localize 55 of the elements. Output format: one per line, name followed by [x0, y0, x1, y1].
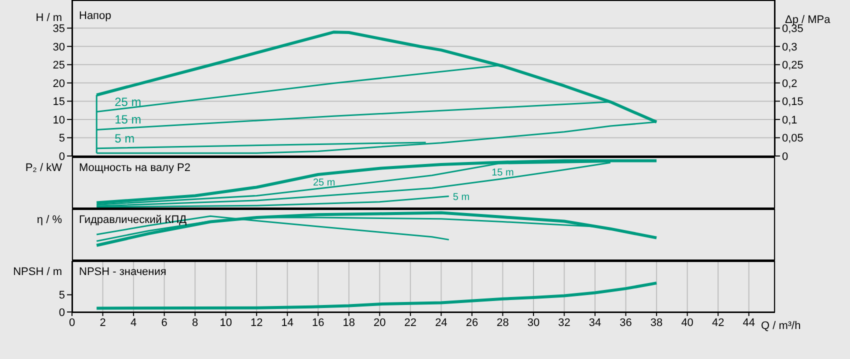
x-axis-title: Q / m³/h: [761, 320, 801, 332]
y2-tick-label: 0,1: [782, 114, 798, 126]
y-tick-label: 10: [52, 114, 65, 126]
x-tick-label: 0: [68, 316, 76, 329]
y-tick-label: 25: [52, 60, 65, 72]
y-tick-label: 20: [52, 78, 65, 90]
x-tick-label: 18: [342, 316, 356, 329]
y-axis-title: H / m: [36, 12, 62, 24]
y2-tick-label: 0,35: [782, 23, 804, 36]
series-label: 15 m: [492, 168, 514, 179]
series-label: 5 m: [114, 131, 135, 146]
series-label: 15 m: [114, 112, 142, 127]
y2-tick-label: 0: [782, 150, 788, 163]
y-tick-label: 35: [52, 23, 65, 36]
x-tick-label: 20: [374, 316, 386, 329]
x-tick-label: 24: [435, 316, 448, 329]
x-tick-label: 22: [404, 316, 417, 329]
y-axis-title: NPSH / m: [13, 266, 62, 278]
x-tick-label: 42: [712, 316, 724, 329]
y-tick-label: 30: [52, 41, 65, 54]
x-tick-label: 8: [192, 316, 198, 329]
y-tick-label: 0: [58, 306, 65, 319]
x-tick-label: 10: [220, 316, 232, 329]
y2-tick-label: 0,15: [782, 96, 804, 108]
text: Напор: [79, 10, 112, 22]
x-tick-label: 2: [100, 316, 106, 329]
x-tick-label: 4: [130, 316, 137, 329]
x-tick-label: 32: [558, 316, 570, 329]
x-tick-label: 40: [681, 316, 694, 329]
y2-tick-label: 0,05: [782, 132, 804, 145]
x-tick-label: 14: [281, 316, 294, 329]
x-tick-label: 16: [312, 316, 324, 329]
x-tick-label: 12: [250, 316, 263, 329]
y2-tick-label: 0,2: [782, 78, 798, 90]
series-label: 25 m: [114, 94, 142, 109]
series-label: 5 m: [452, 192, 470, 204]
y-tick-label: 0: [58, 150, 65, 163]
y-tick-label: 5: [58, 132, 65, 145]
y2-tick-label: 0,3: [782, 41, 798, 54]
y-tick-label: 5: [58, 290, 65, 302]
x-tick-label: 6: [161, 316, 168, 329]
x-tick-label: 38: [650, 316, 663, 329]
x-tick-label: 28: [496, 316, 509, 329]
y-axis-title: η / %: [36, 214, 62, 226]
chart-title: Мощность на валу P2: [79, 162, 190, 174]
x-tick-label: 30: [527, 316, 540, 329]
x-tick-label: 44: [742, 316, 755, 329]
x-tick-label: 34: [588, 316, 602, 329]
series-label: 25 m: [313, 178, 336, 189]
y-axis-title: P₂ / kW: [25, 162, 62, 174]
x-tick-label: 36: [620, 316, 632, 329]
y-tick-label: 15: [52, 96, 65, 108]
y2-tick-label: 0,25: [782, 60, 804, 72]
text: NPSH - значения: [79, 266, 166, 278]
x-tick-label: 26: [466, 316, 478, 329]
